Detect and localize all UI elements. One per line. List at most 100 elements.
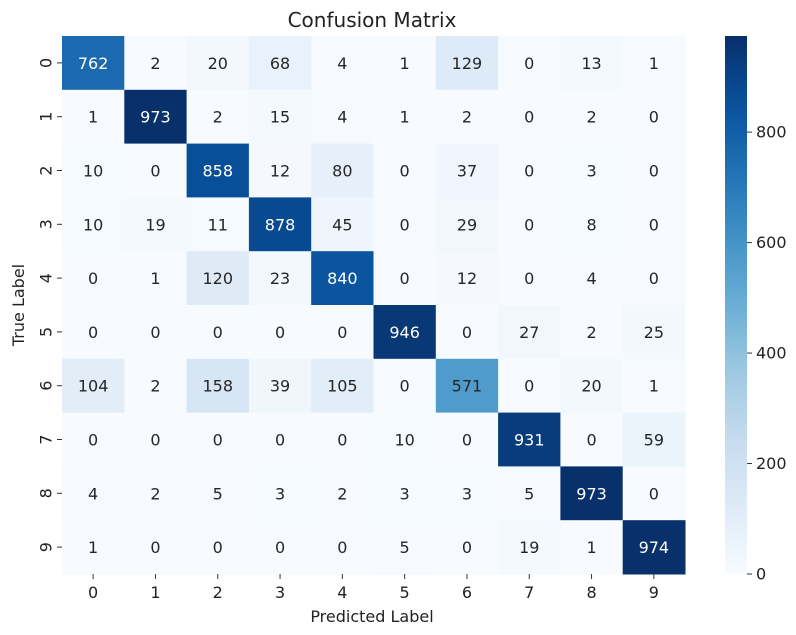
- cell-value-label: 4: [586, 269, 596, 288]
- cell-value-label: 0: [462, 431, 472, 450]
- cell-value-label: 158: [202, 377, 233, 396]
- heatmap-cell: [622, 358, 686, 414]
- heatmap-cell: [498, 89, 561, 145]
- heatmap-cell: [498, 197, 561, 252]
- cell-value-label: 0: [649, 162, 659, 181]
- y-axis-ticks: 0 1 2 3 4 5 6 7 8 9: [37, 58, 62, 552]
- colorbar-ticks: 0 200 400 600 800: [747, 123, 787, 584]
- cell-value-label: 23: [270, 269, 290, 288]
- cell-value-label: 8: [586, 215, 596, 234]
- heatmap-cell: [622, 412, 686, 467]
- heatmap-cell: [373, 358, 437, 414]
- y-axis-label: True Label: [9, 264, 28, 347]
- heatmap-cell: [560, 251, 624, 306]
- cell-value-label: 0: [462, 538, 472, 557]
- heatmap-cell: [498, 305, 561, 360]
- cell-value-label: 0: [524, 215, 534, 234]
- cell-value-label: 5: [524, 484, 534, 503]
- cell-value-label: 1: [400, 54, 410, 73]
- heatmap-cell: [498, 466, 561, 521]
- y-tick-label: 9: [37, 542, 56, 552]
- cell-value-label: 2: [586, 108, 596, 127]
- heatmap-cell: [311, 520, 374, 575]
- cell-value-label: 0: [400, 269, 410, 288]
- cell-value-label: 878: [265, 215, 296, 234]
- x-tick-label: 8: [586, 583, 596, 602]
- cell-value-label: 105: [327, 377, 358, 396]
- heatmap-cell: [186, 358, 250, 414]
- cell-value-label: 1: [150, 269, 160, 288]
- cell-value-label: 973: [140, 108, 171, 127]
- cell-value-label: 0: [275, 538, 285, 557]
- heatmap-cell: [435, 36, 499, 91]
- heatmap-cell: [373, 466, 437, 521]
- heatmap-cell: [498, 143, 561, 198]
- cell-value-label: 3: [462, 484, 472, 503]
- heatmap-cell: [62, 251, 125, 306]
- cell-value-label: 0: [524, 162, 534, 181]
- cell-value-label: 0: [400, 162, 410, 181]
- cell-value-label: 0: [524, 108, 534, 127]
- heatmap-cell: [248, 520, 312, 575]
- cell-value-label: 4: [337, 108, 347, 127]
- heatmap-cell: [186, 305, 250, 360]
- heatmap-cell: [311, 305, 374, 360]
- heatmap-cell: [186, 412, 250, 467]
- heatmap-cell: [248, 89, 312, 145]
- heatmap-cell: [560, 89, 624, 145]
- heatmap-cell: [248, 143, 312, 198]
- cell-value-label: 1: [649, 377, 659, 396]
- cell-value-label: 129: [452, 54, 483, 73]
- heatmap-cell: [186, 89, 250, 145]
- cell-value-label: 120: [202, 269, 233, 288]
- cell-value-label: 0: [337, 323, 347, 342]
- cell-value-label: 974: [639, 538, 670, 557]
- heatmap-cell: [186, 36, 250, 91]
- heatmap-cell: [311, 197, 374, 252]
- cell-value-label: 0: [400, 377, 410, 396]
- heatmap-cell: [622, 197, 686, 252]
- heatmap-cell: [435, 143, 499, 198]
- heatmap-cell: [248, 412, 312, 467]
- heatmap-cell: [124, 412, 188, 467]
- cell-value-label: 858: [202, 162, 233, 181]
- cell-value-label: 80: [332, 162, 352, 181]
- heatmap-cell: [435, 197, 499, 252]
- heatmap-cell: [498, 251, 561, 306]
- cell-value-label: 0: [524, 377, 534, 396]
- heatmap-cell: [186, 520, 250, 575]
- cell-value-label: 0: [150, 538, 160, 557]
- cell-value-label: 762: [78, 54, 109, 73]
- heatmap-cell: [62, 89, 125, 145]
- x-tick-label: 1: [150, 583, 160, 602]
- cell-value-label: 2: [150, 377, 160, 396]
- cell-value-label: 0: [524, 269, 534, 288]
- heatmap-cell: [435, 520, 499, 575]
- cell-value-label: 19: [145, 215, 165, 234]
- heatmap-cell: [498, 412, 561, 467]
- cell-value-label: 0: [649, 215, 659, 234]
- colorbar-tick-label: 800: [756, 123, 787, 142]
- heatmap-cell: [186, 197, 250, 252]
- heatmap-cell: [622, 251, 686, 306]
- cell-value-label: 0: [462, 323, 472, 342]
- heatmap-cell: [124, 251, 188, 306]
- heatmap-cell: [560, 412, 624, 467]
- heatmap-cell: [498, 520, 561, 575]
- cell-value-label: 10: [394, 431, 414, 450]
- heatmap-cell: [62, 412, 125, 467]
- cell-value-label: 12: [270, 162, 290, 181]
- heatmap-cell: [62, 143, 125, 198]
- heatmap-cell: [124, 197, 188, 252]
- colorbar-tick-label: 400: [756, 344, 787, 363]
- colorbar-tick-label: 200: [756, 454, 787, 473]
- heatmap-cell: [622, 466, 686, 521]
- heatmap-cell: [311, 143, 374, 198]
- cell-value-label: 3: [400, 484, 410, 503]
- cell-value-label: 104: [78, 377, 109, 396]
- heatmap-cell: [373, 36, 437, 91]
- heatmap-cell: [560, 520, 624, 575]
- heatmap-cell: [560, 36, 624, 91]
- heatmap-cell: [373, 520, 437, 575]
